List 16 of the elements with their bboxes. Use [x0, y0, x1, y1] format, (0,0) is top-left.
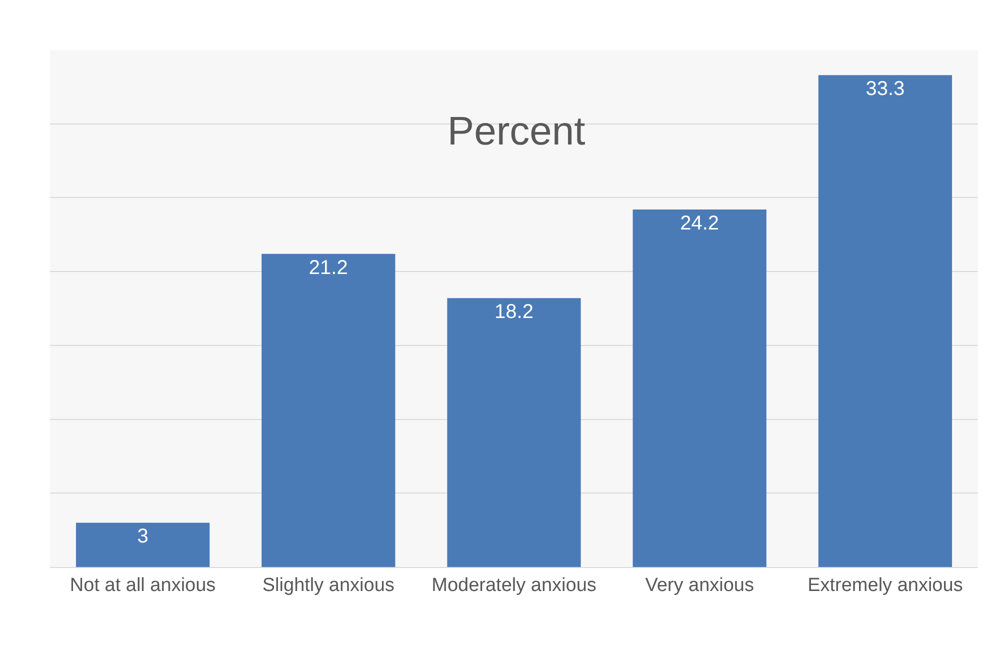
bar: [632, 210, 766, 567]
x-tick-label: Not at all anxious: [70, 574, 216, 596]
data-label: 24.2: [680, 212, 720, 235]
data-label: 33.3: [866, 78, 905, 100]
bar: [76, 522, 210, 567]
x-tick-label: Extremely anxious: [808, 574, 963, 596]
bar: [447, 298, 581, 567]
x-tick-label: Moderately anxious: [432, 574, 596, 596]
data-label: 21.2: [308, 256, 348, 279]
x-tick-label: Slightly anxious: [262, 574, 394, 596]
data-label: 3: [137, 526, 148, 548]
bar: [818, 75, 952, 567]
data-label: 18.2: [494, 301, 534, 324]
text: Percent: [447, 109, 586, 154]
bar: [262, 254, 396, 567]
x-tick-label: Very anxious: [645, 574, 754, 596]
